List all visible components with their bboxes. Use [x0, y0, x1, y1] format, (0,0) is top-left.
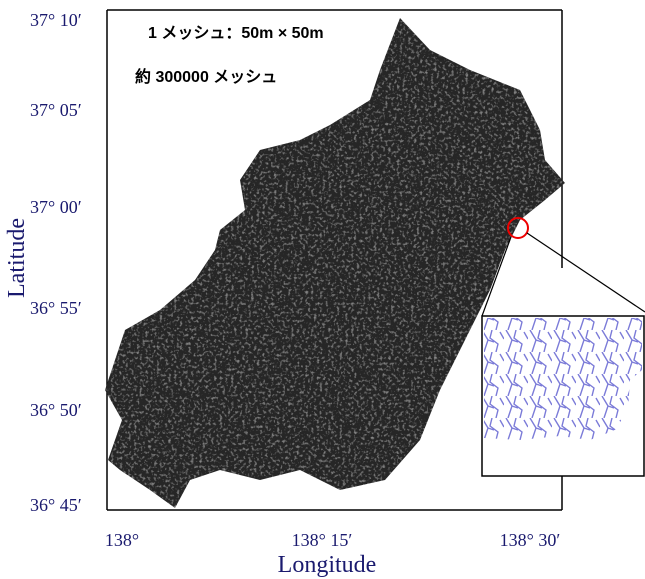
y-axis-label: Latitude: [4, 218, 30, 298]
map-figure: 1 メッシュ：50m × 50m 約 300000 メッシュ 37° 10′ 3…: [0, 0, 645, 579]
x-axis-label: Longitude: [278, 552, 377, 578]
x-tick-label: 138° 30′: [500, 530, 561, 550]
y-tick-label: 36° 55′: [30, 298, 82, 318]
y-tick-label: 36° 50′: [30, 400, 82, 420]
x-tick-label: 138° 15′: [292, 530, 353, 550]
inset: [482, 316, 644, 476]
y-tick-label: 37° 05′: [30, 100, 82, 120]
x-tick-label: 138°: [105, 530, 139, 550]
y-tick-label: 37° 00′: [30, 197, 82, 217]
y-tick-label: 37° 10′: [30, 10, 82, 30]
zoom-line: [527, 233, 645, 312]
y-tick-label: 36° 45′: [30, 495, 82, 515]
annotation: 1 メッシュ：50m × 50m: [148, 25, 324, 42]
annotation: 約 300000 メッシュ: [135, 67, 277, 86]
